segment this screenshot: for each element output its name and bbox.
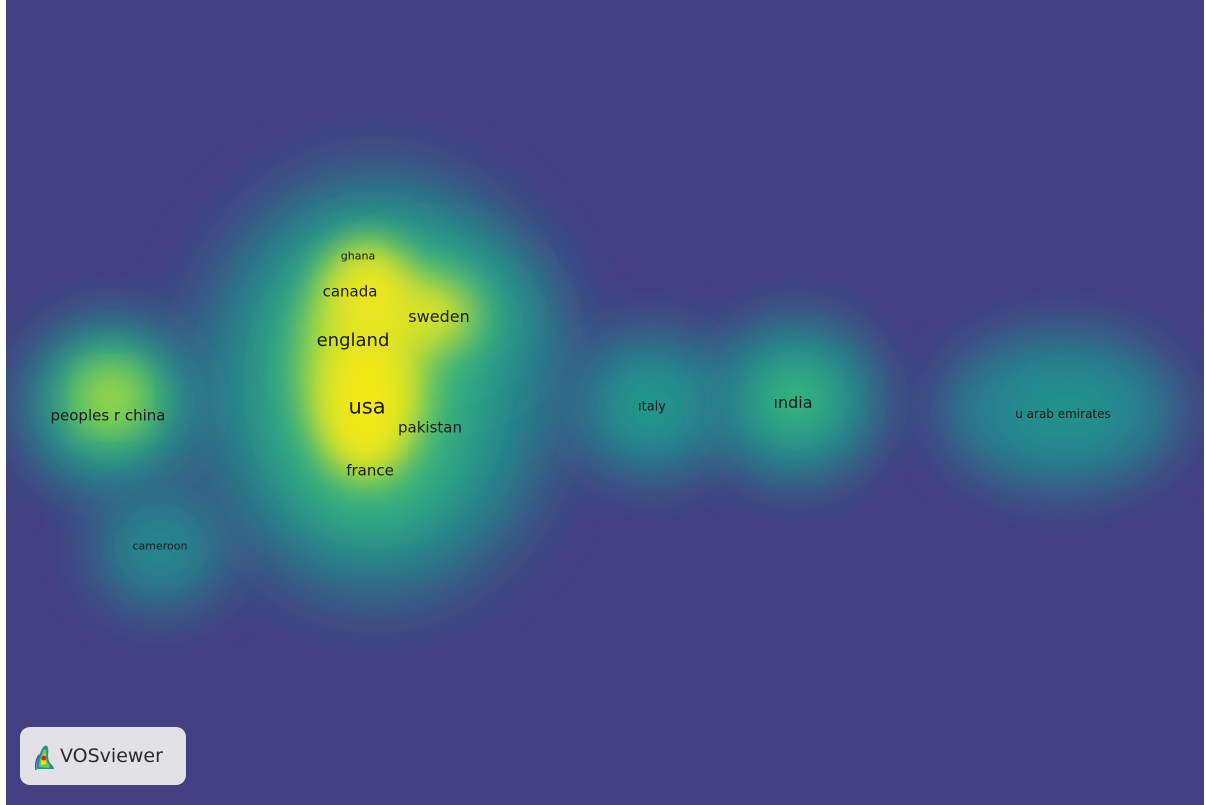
label-canada[interactable]: canada	[322, 282, 378, 301]
vosviewer-brand-label: VOSviewer	[60, 745, 163, 767]
label-u-arab-emirates[interactable]: u arab emirates	[1015, 407, 1111, 421]
label-usa[interactable]: usa	[348, 394, 386, 419]
vosviewer-logo-icon	[34, 741, 56, 771]
density-map[interactable]: usa england canada sweden ghana pakistan…	[6, 0, 1204, 805]
vosviewer-badge: VOSviewer	[20, 727, 186, 785]
label-peoples-r-china[interactable]: peoples r china	[50, 406, 166, 425]
label-india[interactable]: ındia	[773, 393, 813, 412]
label-italy[interactable]: ıtaly	[638, 399, 666, 415]
label-pakistan[interactable]: pakistan	[398, 418, 462, 437]
density-heatmap	[6, 0, 1204, 805]
density-uae-cluster	[941, 330, 1181, 490]
label-ghana[interactable]: ghana	[340, 249, 376, 263]
density-cameroon-cluster	[91, 483, 231, 613]
label-cameroon[interactable]: cameroon	[132, 539, 188, 553]
label-england[interactable]: england	[316, 330, 390, 351]
density-china-cluster	[21, 315, 201, 495]
label-france[interactable]: france	[346, 461, 394, 480]
density-italy-cluster	[571, 330, 731, 480]
density-usa-cluster	[201, 175, 551, 595]
density-india-cluster	[711, 318, 881, 482]
label-sweden[interactable]: sweden	[408, 307, 470, 326]
